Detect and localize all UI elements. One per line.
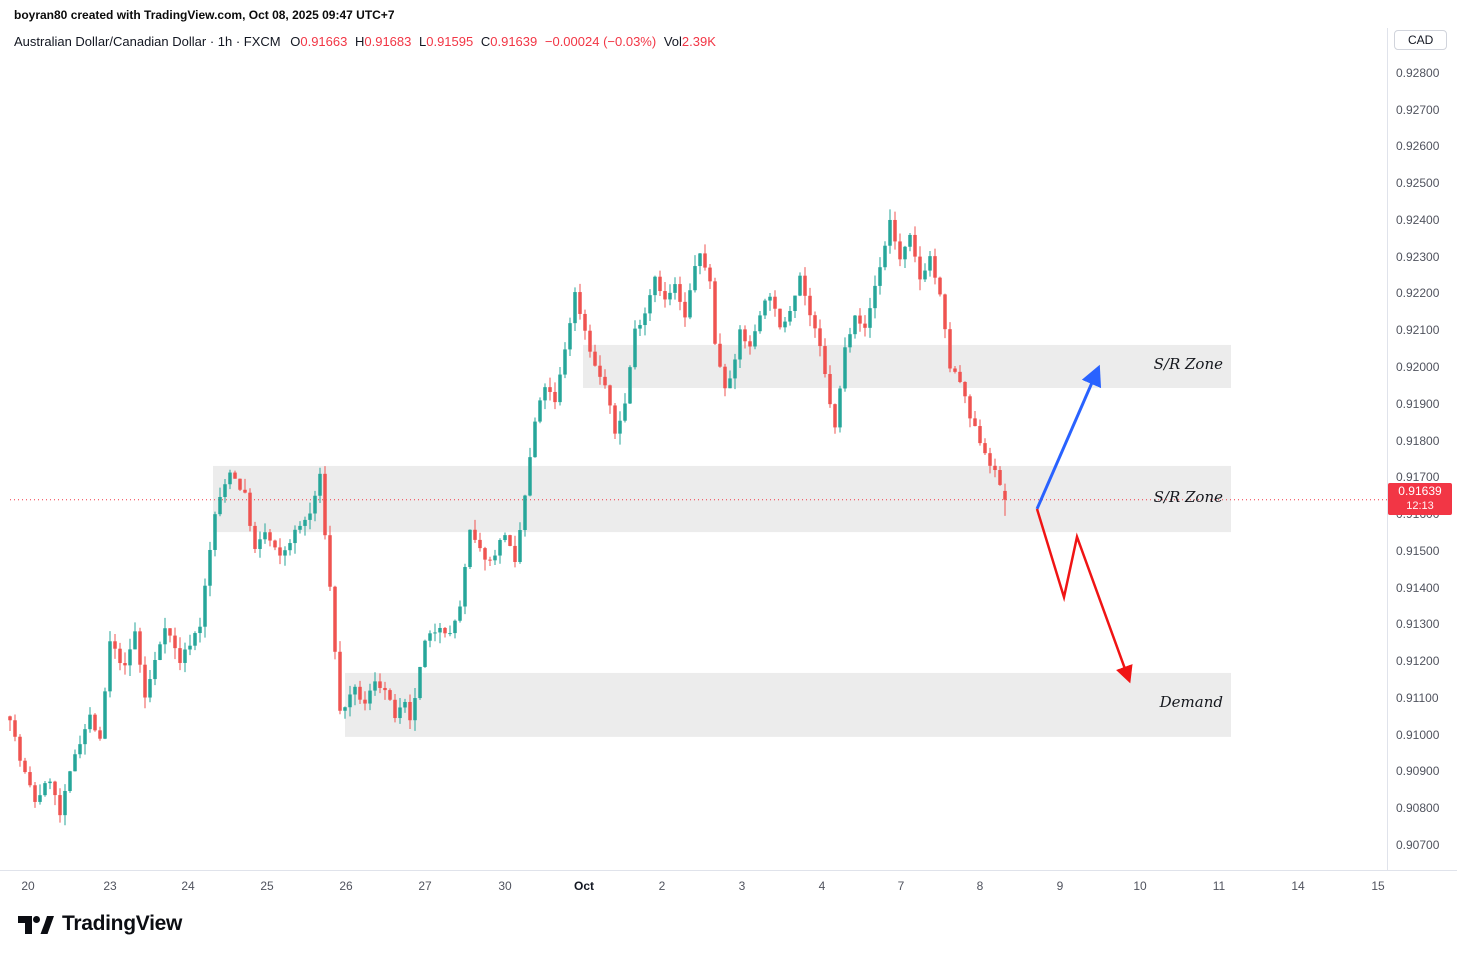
time-tick: 24 — [181, 879, 195, 893]
time-tick: 27 — [418, 879, 432, 893]
price-tick: 0.92600 — [1396, 139, 1440, 154]
time-tick: 25 — [260, 879, 274, 893]
price-tick: 0.91300 — [1396, 617, 1440, 632]
time-tick: 9 — [1056, 879, 1064, 893]
open-label: O — [290, 34, 301, 49]
tradingview-logo-text: TradingView — [62, 912, 183, 935]
price-tick: 0.92800 — [1396, 65, 1440, 80]
bearish-arrow[interactable] — [1035, 508, 1133, 684]
price-tick: 0.92400 — [1396, 212, 1440, 227]
candlestick-series — [8, 209, 1007, 826]
price-tick: 0.91800 — [1396, 433, 1440, 448]
time-tick: 20 — [21, 879, 35, 893]
time-tick: 30 — [498, 879, 512, 893]
time-tick: 26 — [339, 879, 353, 893]
high-label: H — [354, 34, 365, 49]
close-label: C — [480, 34, 491, 49]
price-tick: 0.91100 — [1396, 690, 1439, 705]
time-tick: 3 — [738, 879, 746, 893]
price-tick: 0.92100 — [1396, 323, 1440, 338]
open-value: 0.91663 — [300, 34, 348, 49]
price-tick: 0.91400 — [1396, 580, 1440, 595]
projection-arrows[interactable] — [1035, 364, 1133, 684]
demand-zone[interactable] — [345, 672, 1231, 737]
time-tick: 8 — [976, 879, 984, 893]
time-tick: Oct — [573, 879, 595, 893]
time-axis[interactable]: 20 23 24 25 26 27 30 Oct 2 3 4 7 8 9 10 11 14 15 — [0, 870, 1457, 905]
price-tick: 0.92000 — [1396, 360, 1440, 374]
time-tick: 23 — [103, 879, 117, 893]
volume-label: Vol — [663, 34, 682, 49]
low-label: L — [419, 34, 427, 49]
time-tick: 14 — [1291, 879, 1305, 893]
price-tick: 0.92500 — [1396, 176, 1440, 191]
time-tick: 2 — [658, 879, 666, 893]
sr-zone-upper[interactable] — [583, 344, 1231, 388]
price-tick: 0.91200 — [1396, 654, 1440, 669]
price-tick: 0.91700 — [1396, 470, 1440, 485]
price-tick: 0.91000 — [1396, 727, 1440, 742]
price-axis[interactable]: 0.92800 0.92700 0.92600 0.92500 0.92400 0.923… — [1387, 28, 1457, 870]
bar-countdown: 12:13 — [1406, 499, 1434, 512]
current-price: 0.91639 — [1398, 483, 1442, 498]
tradingview-logo-icon — [18, 916, 54, 934]
time-tick: 4 — [818, 879, 826, 893]
time-tick: 7 — [897, 879, 905, 893]
price-tick: 0.92300 — [1396, 249, 1440, 264]
low-value: 0.91595 — [426, 34, 474, 49]
time-tick: 10 — [1133, 879, 1147, 893]
high-value: 0.91683 — [364, 34, 412, 49]
price-tick: 0.90700 — [1396, 837, 1440, 852]
close-value: 0.91639 — [490, 34, 538, 49]
price-tick: 0.91500 — [1396, 543, 1440, 558]
symbol-legend[interactable]: Australian Dollar/Canadian Dollar · 1h ·… — [14, 34, 720, 49]
price-tick: 0.90900 — [1396, 764, 1440, 779]
price-tick: 0.91900 — [1396, 396, 1440, 411]
price-tick: 0.92200 — [1396, 286, 1440, 301]
price-tick: 0.92700 — [1396, 102, 1440, 117]
volume-value: 2.39K — [681, 34, 716, 49]
bullish-arrow[interactable] — [1035, 364, 1102, 510]
creator-watermark: boyran80 created with TradingView.com, O… — [14, 8, 395, 22]
sr-zone-middle[interactable] — [213, 465, 1231, 533]
currency-toggle-button[interactable]: CAD — [1394, 30, 1448, 50]
sr-zones[interactable] — [213, 344, 1231, 737]
time-tick: 11 — [1212, 879, 1226, 893]
change-value: −0.00024 (−0.03%) — [544, 34, 657, 49]
symbol-title: Australian Dollar/Canadian Dollar · 1h ·… — [14, 34, 281, 49]
tradingview-logo[interactable]: TradingView — [18, 910, 182, 938]
price-tick: 0.90800 — [1396, 801, 1440, 816]
current-price-badge[interactable]: 0.91639 12:13 — [1388, 482, 1452, 515]
time-tick: 15 — [1371, 879, 1385, 893]
